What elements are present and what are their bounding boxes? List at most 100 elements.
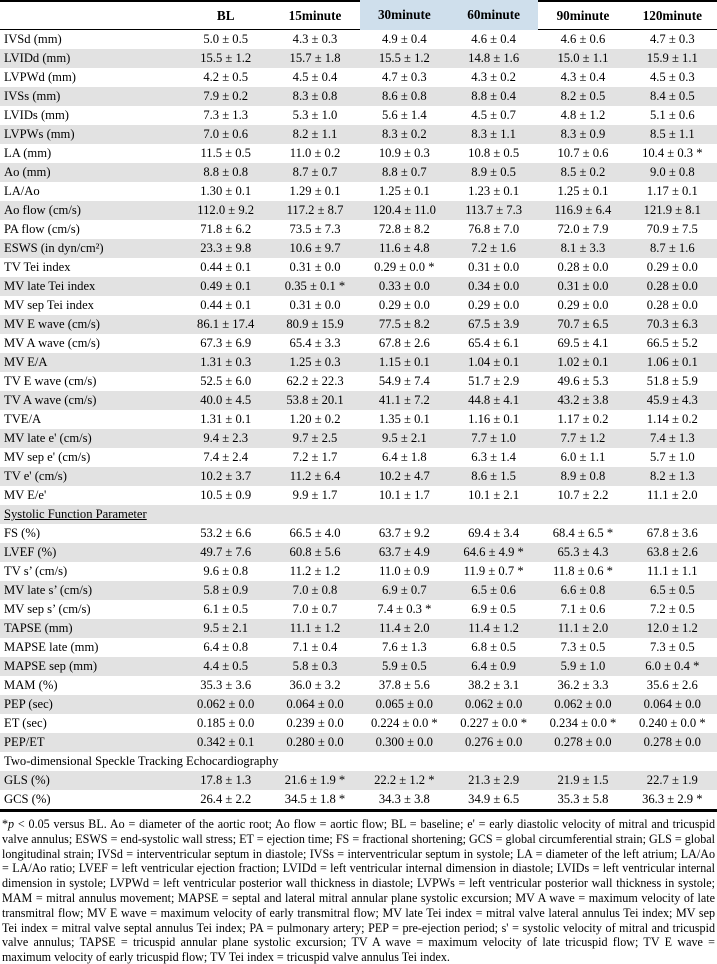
value-cell: 7.0 ± 0.7 (292, 602, 338, 616)
value-cell: 10.2 ± 3.7 (200, 469, 252, 483)
value-cell: 21.3 ± 2.9 (468, 773, 520, 787)
value-cell: 8.9 ± 0.5 (471, 165, 516, 179)
value-cell: 7.4 ± 2.4 (203, 450, 249, 464)
value-cell: 117.2 ± 8.7 (286, 203, 344, 217)
value-cell: 67.3 ± 6.9 (200, 336, 252, 350)
footnote-abbreviations-text: < 0.05 versus BL. Ao = diameter of the a… (2, 817, 715, 964)
value-cell: 0.240 ± 0.0 * (638, 716, 706, 730)
value-cell: 10.6 ± 9.7 (289, 241, 341, 255)
value-cell: 14.8 ± 1.6 (468, 51, 520, 65)
value-cell: 8.3 ± 1.1 (471, 127, 516, 141)
value-cell: 0.31 ± 0.0 (289, 260, 341, 274)
value-cell: 9.6 ± 0.8 (203, 564, 249, 578)
value-cell: 11.1 ± 1.2 (289, 621, 341, 635)
value-cell: 8.6 ± 1.5 (471, 469, 516, 483)
value-cell: 40.0 ± 4.5 (200, 393, 252, 407)
value-cell: 11.4 ± 1.2 (468, 621, 519, 635)
value-cell: 11.2 ± 1.2 (289, 564, 341, 578)
value-cell: 1.06 ± 0.1 (646, 355, 698, 369)
table-row: TAPSE (mm) 9.5 ± 2.1 11.1 ± 1.2 11.4 ± 2.0 1… (0, 619, 717, 638)
value-cell: 4.4 ± 0.5 (203, 659, 249, 673)
value-cell: 0.062 ± 0.0 (197, 697, 255, 711)
parameter-label: MV E/e' (4, 488, 47, 502)
parameter-label: PEP (sec) (4, 697, 53, 711)
value-cell: 63.8 ± 2.6 (646, 545, 698, 559)
value-cell: 6.4 ± 0.8 (203, 640, 249, 654)
value-cell: 36.3 ± 2.9 * (642, 792, 703, 806)
value-cell: 11.1 ± 2.0 (647, 488, 698, 502)
section-header-row: Two-dimensional Speckle Tracking Echocar… (0, 752, 717, 771)
value-cell: 49.6 ± 5.3 (557, 374, 609, 388)
parameter-label: MV A wave (cm/s) (4, 336, 100, 350)
table-row: LVPWs (mm) 7.0 ± 0.6 8.2 ± 1.1 8.3 ± 0.2 8.3… (0, 125, 717, 144)
value-cell: 67.8 ± 3.6 (646, 526, 698, 540)
value-cell: 10.1 ± 2.1 (468, 488, 520, 502)
table-row: FS (%) 53.2 ± 6.6 66.5 ± 4.0 63.7 ± 9.2 69.4… (0, 524, 717, 543)
value-cell: 0.28 ± 0.0 (646, 298, 698, 312)
value-cell: 37.8 ± 5.6 (378, 678, 430, 692)
value-cell: 6.6 ± 0.8 (560, 583, 606, 597)
parameter-label: TVE/A (4, 412, 42, 426)
parameter-label: LA/Ao (4, 184, 40, 198)
column-header-120minute: 120minute (627, 0, 717, 30)
value-cell: 60.8 ± 5.6 (289, 545, 341, 559)
table-row: MV late e' (cm/s) 9.4 ± 2.3 9.7 ± 2.5 9.5 ±… (0, 429, 717, 448)
value-cell: 9.4 ± 2.3 (203, 431, 249, 445)
parameter-label: TV e' (cm/s) (4, 469, 67, 483)
value-cell: 6.1 ± 0.5 (203, 602, 249, 616)
value-cell: 0.278 ± 0.0 (643, 735, 701, 749)
footnote-p-symbol: p (8, 817, 15, 831)
value-cell: 45.9 ± 4.3 (646, 393, 698, 407)
parameter-label: IVSs (mm) (4, 89, 61, 103)
value-cell: 0.065 ± 0.0 (375, 697, 433, 711)
value-cell: 1.04 ± 0.1 (468, 355, 520, 369)
parameter-label: IVSd (mm) (4, 32, 62, 46)
value-cell: 4.6 ± 0.6 (560, 32, 606, 46)
value-cell: 0.28 ± 0.0 (646, 279, 698, 293)
value-cell: 1.31 ± 0.3 (200, 355, 252, 369)
value-cell: 0.34 ± 0.0 (468, 279, 520, 293)
value-cell: 38.2 ± 3.1 (468, 678, 520, 692)
parameter-label: Ao flow (cm/s) (4, 203, 81, 217)
table-row: MV late Tei index 0.49 ± 0.1 0.35 ± 0.1 * 0… (0, 277, 717, 296)
value-cell: 1.20 ± 0.2 (289, 412, 341, 426)
value-cell: 0.29 ± 0.0 (468, 298, 520, 312)
value-cell: 7.9 ± 0.2 (203, 89, 249, 103)
value-cell: 4.5 ± 0.4 (292, 70, 338, 84)
value-cell: 8.2 ± 1.3 (649, 469, 695, 483)
value-cell: 70.9 ± 7.5 (646, 222, 698, 236)
value-cell: 5.9 ± 0.5 (381, 659, 427, 673)
value-cell: 8.4 ± 0.5 (649, 89, 695, 103)
table-row: MV sep Tei index 0.44 ± 0.1 0.31 ± 0.0 0.29… (0, 296, 717, 315)
parameter-label: LVIDs (mm) (4, 108, 69, 122)
value-cell: 15.5 ± 1.2 (378, 51, 430, 65)
value-cell: 0.224 ± 0.0 * (370, 716, 438, 730)
value-cell: 69.4 ± 3.4 (468, 526, 520, 540)
value-cell: 66.5 ± 4.0 (289, 526, 341, 540)
value-cell: 1.02 ± 0.1 (557, 355, 609, 369)
parameter-label: PEP/ET (4, 735, 45, 749)
column-header-90minute: 90minute (538, 0, 628, 30)
value-cell: 5.8 ± 0.3 (292, 659, 338, 673)
value-cell: 11.1 ± 1.1 (647, 564, 698, 578)
value-cell: 53.2 ± 6.6 (200, 526, 252, 540)
value-cell: 0.31 ± 0.0 (468, 260, 520, 274)
table-row: PA flow (cm/s) 71.8 ± 6.2 73.5 ± 7.3 72.8 ±… (0, 220, 717, 239)
value-cell: 8.8 ± 0.7 (381, 165, 427, 179)
value-cell: 65.4 ± 6.1 (468, 336, 520, 350)
parameter-label: GLS (%) (4, 773, 50, 787)
table-row: MV late s’ (cm/s) 5.8 ± 0.9 7.0 ± 0.8 6.9 ±… (0, 581, 717, 600)
value-cell: 0.31 ± 0.0 (289, 298, 341, 312)
value-cell: 1.23 ± 0.1 (468, 184, 520, 198)
table-row: GLS (%) 17.8 ± 1.3 21.6 ± 1.9 * 22.2 ± 1.2 … (0, 771, 717, 790)
value-cell: 0.064 ± 0.0 (286, 697, 344, 711)
value-cell: 0.33 ± 0.0 (378, 279, 430, 293)
value-cell: 6.4 ± 1.8 (381, 450, 427, 464)
value-cell: 41.1 ± 7.2 (378, 393, 430, 407)
value-cell: 52.5 ± 6.0 (200, 374, 252, 388)
value-cell: 7.4 ± 0.3 * (377, 602, 432, 616)
value-cell: 1.15 ± 0.1 (378, 355, 430, 369)
parameter-label: TAPSE (mm) (4, 621, 73, 635)
table-footnote: *p < 0.05 versus BL. Ao = diameter of th… (0, 817, 717, 964)
value-cell: 8.3 ± 0.9 (560, 127, 606, 141)
